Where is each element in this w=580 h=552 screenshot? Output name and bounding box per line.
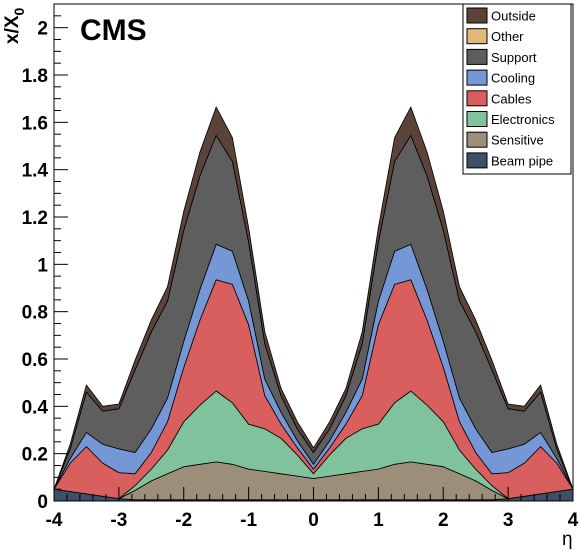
y-axis-ticks: 0 0.2 0.4 0.6 0.8 1 1.2 1.4 1.6 1.8 2 xyxy=(22,15,68,513)
y-tick-label: 0 xyxy=(37,492,48,513)
x-tick-label: -4 xyxy=(46,510,63,531)
y-tick-label: 0.2 xyxy=(22,445,48,466)
y-axis-title-subscript: 0 xyxy=(11,7,27,15)
y-axis-title: x/X0 xyxy=(2,7,27,44)
legend-swatch-support xyxy=(466,48,488,65)
y-tick-label: 0.4 xyxy=(22,397,49,418)
x-tick-label: 4 xyxy=(568,510,579,531)
y-tick-label: 1 xyxy=(37,255,48,276)
legend-label-electronics: Electronics xyxy=(491,112,555,127)
legend-label-sensitive: Sensitive xyxy=(491,133,544,148)
legend-label-cooling: Cooling xyxy=(491,71,535,86)
x-tick-label: -1 xyxy=(240,510,257,531)
y-tick-label: 0.6 xyxy=(22,350,48,371)
legend-swatch-cooling xyxy=(466,69,488,86)
legend-swatch-sensitive xyxy=(466,131,488,148)
legend-swatch-beam-pipe xyxy=(466,152,488,169)
y-tick-label: 0.8 xyxy=(22,303,48,324)
legend-swatch-cables xyxy=(466,90,488,107)
y-tick-label: 1.8 xyxy=(22,66,48,87)
legend-swatch-electronics xyxy=(466,111,488,127)
experiment-label: CMS xyxy=(80,14,147,47)
legend-label-outside: Outside xyxy=(491,9,536,24)
legend-swatch-outside xyxy=(466,7,488,24)
y-axis-title-base: x/X xyxy=(2,15,23,44)
x-tick-label: 2 xyxy=(438,510,449,531)
legend-label-other: Other xyxy=(491,29,524,44)
y-tick-label: 2 xyxy=(37,19,48,40)
legend-label-support: Support xyxy=(491,50,537,65)
x-tick-label: 0 xyxy=(308,510,319,531)
legend-swatch-other xyxy=(466,28,488,45)
x-tick-label: -2 xyxy=(175,510,192,531)
x-tick-label: 3 xyxy=(503,510,514,531)
legend: Outside Other Support Cooling Cables Electron… xyxy=(462,3,572,175)
legend-label-beam-pipe: Beam pipe xyxy=(491,153,553,168)
y-tick-label: 1.4 xyxy=(22,161,49,182)
legend-label-cables: Cables xyxy=(491,91,532,106)
x-tick-label: -3 xyxy=(110,510,127,531)
y-tick-label: 1.2 xyxy=(22,208,48,229)
x-axis-title: η xyxy=(562,529,573,550)
x-tick-label: 1 xyxy=(373,510,384,531)
x-axis-ticks: -4 -3 -2 -1 0 1 2 3 4 xyxy=(46,487,579,531)
y-tick-label: 1.6 xyxy=(22,113,48,134)
